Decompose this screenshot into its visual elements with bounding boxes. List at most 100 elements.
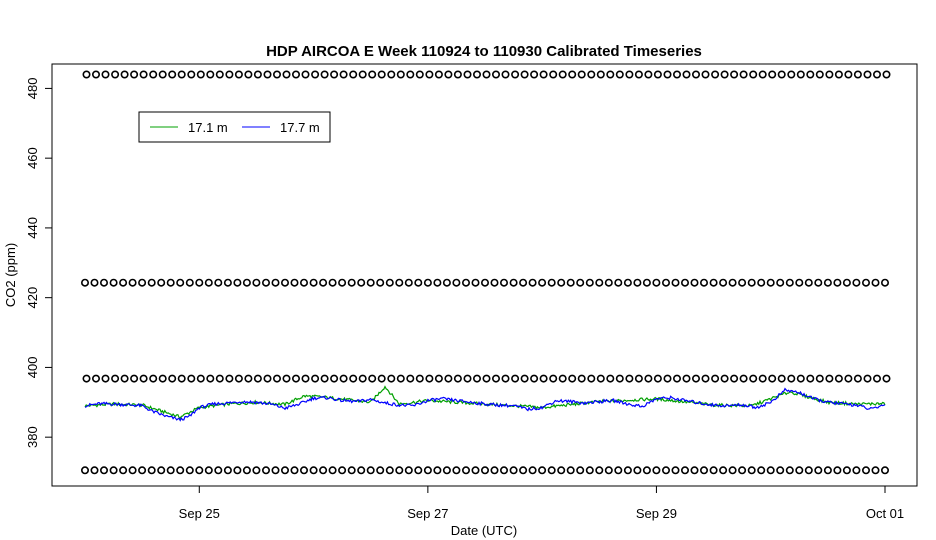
x-tick-label: Sep 29 — [636, 506, 677, 521]
calibration-point — [663, 70, 672, 79]
calibration-point — [338, 278, 347, 287]
calibration-point — [366, 278, 375, 287]
calibration-point — [633, 278, 642, 287]
calibration-point — [423, 466, 432, 475]
calibration-point — [595, 278, 604, 287]
calibration-point — [576, 278, 585, 287]
calibration-point — [139, 374, 148, 383]
calibration-point — [690, 466, 699, 475]
calibration-point — [766, 466, 775, 475]
calibration-point — [100, 466, 109, 475]
calibration-point — [185, 278, 194, 287]
y-tick-label: 480 — [25, 78, 40, 100]
calibration-point — [472, 70, 481, 79]
calibration-point — [491, 374, 500, 383]
calibration-point — [585, 466, 594, 475]
calibration-point — [691, 374, 700, 383]
calibration-point — [425, 374, 434, 383]
calibration-point — [623, 466, 632, 475]
calibration-point — [90, 466, 99, 475]
calibration-point — [195, 466, 204, 475]
calibration-point — [444, 70, 453, 79]
calibration-point — [785, 466, 794, 475]
calibration-point — [282, 374, 291, 383]
calibration-point — [128, 466, 137, 475]
calibration-point — [444, 374, 453, 383]
calibration-point — [168, 70, 177, 79]
calibration-point — [625, 374, 634, 383]
calibration-point — [699, 278, 708, 287]
calibration-point — [730, 70, 739, 79]
calibration-point — [672, 70, 681, 79]
calibration-point — [415, 70, 424, 79]
calibration-point — [568, 374, 577, 383]
calibration-point — [395, 278, 404, 287]
calibration-point — [168, 374, 177, 383]
calibration-point — [157, 466, 166, 475]
calibration-point — [196, 70, 205, 79]
calibration-point — [404, 466, 413, 475]
calibration-point — [290, 466, 299, 475]
calibration-point — [852, 278, 861, 287]
y-tick-label: 420 — [25, 287, 40, 309]
calibration-point — [711, 70, 720, 79]
calibration-point — [699, 466, 708, 475]
calibration-point — [566, 278, 575, 287]
plot-area — [51, 63, 918, 487]
calibration-point — [652, 278, 661, 287]
calibration-point — [214, 466, 223, 475]
calibration-point — [376, 278, 385, 287]
calibration-point — [120, 374, 129, 383]
calibration-point — [549, 374, 558, 383]
calibration-point — [739, 374, 748, 383]
calibration-point — [187, 70, 196, 79]
calibration-point — [385, 466, 394, 475]
calibration-point — [385, 278, 394, 287]
calibration-point — [577, 374, 586, 383]
calibration-point — [623, 278, 632, 287]
calibration-point — [614, 278, 623, 287]
calibration-point — [815, 374, 824, 383]
calibration-point — [587, 374, 596, 383]
calibration-point — [530, 70, 539, 79]
calibration-point — [130, 70, 139, 79]
calibration-point — [330, 70, 339, 79]
calibration-point — [282, 70, 291, 79]
calibration-point — [358, 374, 367, 383]
calibration-point — [147, 466, 156, 475]
calibration-point — [233, 466, 242, 475]
calibration-point — [423, 278, 432, 287]
calibration-point — [720, 374, 729, 383]
calibration-point — [720, 70, 729, 79]
calibration-point — [749, 70, 758, 79]
calibration-point — [271, 278, 280, 287]
calibration-point — [338, 466, 347, 475]
calibration-point — [872, 374, 881, 383]
calibration-point — [834, 374, 843, 383]
calibration-point — [92, 374, 101, 383]
calibration-point — [747, 466, 756, 475]
calibration-point — [290, 278, 299, 287]
calibration-point — [263, 374, 272, 383]
calibration-point — [261, 278, 270, 287]
calibration-point — [709, 466, 718, 475]
calibration-point — [299, 278, 308, 287]
calibration-point — [768, 70, 777, 79]
calibration-point — [433, 466, 442, 475]
calibration-point — [252, 466, 261, 475]
calibration-point — [166, 278, 175, 287]
calibration-point — [309, 278, 318, 287]
calibration-point — [501, 70, 510, 79]
calibration-point — [252, 278, 261, 287]
calibration-point — [176, 466, 185, 475]
y-axis-label: CO2 (ppm) — [3, 243, 18, 307]
calibration-point — [519, 466, 528, 475]
calibration-point — [149, 374, 158, 383]
calibration-point — [415, 374, 424, 383]
calibration-point — [842, 466, 851, 475]
calibration-point — [606, 374, 615, 383]
calibration-point — [299, 466, 308, 475]
calibration-point — [187, 374, 196, 383]
calibration-point — [661, 466, 670, 475]
calibration-point — [90, 278, 99, 287]
